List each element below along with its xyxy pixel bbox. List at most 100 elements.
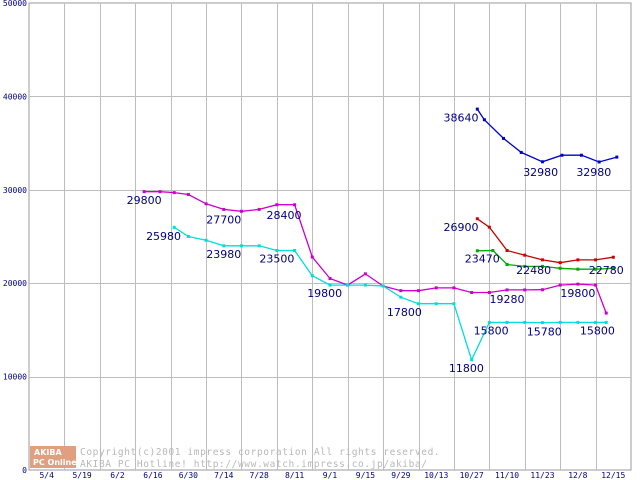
x-tick-label: 5/4	[39, 471, 54, 480]
series-layer	[142, 107, 619, 362]
data-point	[434, 286, 438, 290]
x-tick-label: 9/15	[356, 471, 375, 480]
data-point	[475, 249, 479, 253]
plot-frame	[28, 2, 632, 471]
data-point	[381, 284, 385, 288]
data-point	[502, 136, 506, 140]
x-tick-label: 5/19	[72, 471, 91, 480]
data-point	[523, 288, 527, 292]
data-point	[204, 202, 208, 206]
data-point	[417, 289, 421, 293]
data-label: 32980	[576, 166, 611, 179]
data-point	[505, 249, 509, 253]
data-label: 17800	[387, 306, 422, 319]
data-point	[172, 191, 176, 195]
data-point	[275, 203, 279, 207]
data-point	[594, 258, 598, 262]
data-point	[399, 295, 403, 299]
watermark: AKIBA PC Online Copyright(c)2001 impress…	[30, 446, 440, 470]
x-tick-label: 10/13	[424, 471, 448, 480]
akiba-logo-box	[30, 446, 76, 468]
data-label: 28400	[266, 209, 301, 222]
data-point	[505, 320, 509, 324]
data-point	[293, 203, 297, 207]
data-point	[328, 277, 332, 281]
data-point	[417, 302, 421, 306]
data-point	[239, 209, 243, 213]
data-point	[611, 255, 615, 259]
data-label: 19800	[560, 287, 595, 300]
x-tick-label: 6/30	[179, 471, 198, 480]
y-tick-label: 30000	[3, 186, 27, 195]
x-tick-label: 9/29	[391, 471, 410, 480]
data-point	[519, 150, 523, 154]
data-point	[604, 311, 608, 315]
data-point	[239, 244, 243, 248]
data-point	[576, 258, 580, 262]
x-tick-label: 10/27	[460, 471, 484, 480]
series-line	[144, 191, 607, 314]
data-point	[615, 155, 619, 159]
data-label: 11800	[449, 362, 484, 375]
data-point	[604, 320, 608, 324]
data-point	[363, 272, 367, 276]
data-point	[346, 283, 350, 287]
data-point	[560, 153, 564, 157]
series-line	[173, 226, 607, 362]
site-url-text: AKIBA PC Hotline! http://www.watch.impre…	[80, 459, 428, 470]
data-point	[452, 302, 456, 306]
data-point	[363, 283, 367, 287]
data-label: 32980	[523, 166, 558, 179]
data-point	[475, 107, 479, 111]
copyright-text: Copyright(c)2001 impress corporation All…	[80, 447, 440, 458]
x-tick-label: 8/11	[285, 471, 304, 480]
data-point	[558, 261, 562, 265]
data-point	[482, 118, 486, 122]
data-point	[597, 160, 601, 164]
data-point	[475, 217, 479, 221]
data-point	[487, 291, 491, 295]
data-point	[540, 288, 544, 292]
y-tick-label: 50000	[3, 0, 27, 8]
data-label: 25980	[146, 230, 181, 243]
x-tick-label: 9/1	[323, 471, 338, 480]
series-line	[476, 108, 617, 163]
data-point	[594, 283, 598, 287]
x-tick-label: 11/10	[495, 471, 519, 480]
data-label: 22480	[516, 264, 551, 277]
data-point	[470, 358, 474, 362]
series-0	[475, 107, 619, 164]
akiba-logo-top: AKIBA	[34, 448, 62, 457]
data-label: 22780	[589, 264, 624, 277]
data-point	[186, 192, 190, 196]
data-point	[257, 244, 261, 248]
data-point	[523, 320, 527, 324]
data-label: 19280	[490, 293, 525, 306]
data-point	[293, 249, 297, 253]
data-point	[487, 225, 491, 229]
x-tick-label: 6/16	[143, 471, 162, 480]
x-tick-label: 12/8	[568, 471, 587, 480]
grid	[28, 2, 632, 471]
data-label: 29800	[127, 194, 162, 207]
x-axis-ticks: 5/4 5/19 6/2 6/16 6/30 7/14 7/28 8/11 9/1 9/15 9/2…	[39, 471, 625, 480]
data-point	[204, 238, 208, 242]
data-point	[576, 282, 580, 286]
data-label: 27700	[206, 213, 241, 226]
data-point	[540, 258, 544, 262]
data-point	[505, 288, 509, 292]
data-label: 23980	[206, 248, 241, 261]
data-label: 19800	[307, 287, 342, 300]
data-point	[257, 207, 261, 211]
data-point	[310, 255, 314, 259]
data-label: 23470	[465, 253, 500, 266]
data-point	[172, 225, 176, 229]
y-tick-label: 20000	[3, 279, 27, 288]
data-point	[558, 283, 562, 287]
data-point	[540, 264, 544, 268]
data-point	[594, 267, 598, 271]
data-label: 15800	[474, 325, 509, 338]
data-point	[487, 320, 491, 324]
y-tick-label: 0	[22, 466, 27, 475]
